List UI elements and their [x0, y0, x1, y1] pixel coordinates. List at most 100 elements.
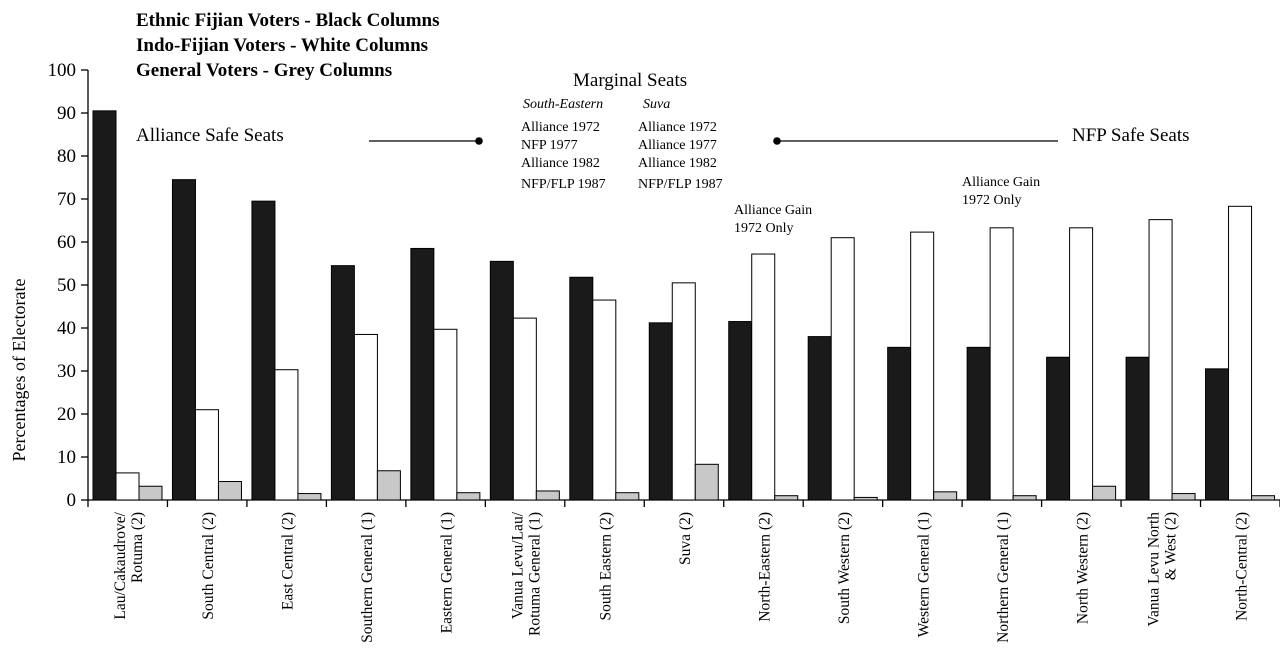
annotation-suva-line-3: Alliance 1982 [638, 156, 717, 171]
annotation-marginal: Marginal Seats [573, 70, 687, 91]
bar-ethnic-fijian [489, 260, 514, 501]
bar-indo-fijian [353, 333, 378, 501]
bar-indo-fijian [512, 317, 537, 501]
legend-entry-general: General Voters - Grey Columns [136, 60, 392, 81]
bar-indo-fijian [830, 237, 855, 501]
alliance-safe-pointer-dot [475, 137, 483, 145]
bar-indo-fijian [751, 253, 776, 501]
x-tick-label: Southern General (1) [359, 512, 376, 643]
bars [92, 110, 1276, 501]
bar-indo-fijian [1228, 205, 1253, 501]
bar-indo-fijian [1069, 227, 1094, 501]
bar-ethnic-fijian [251, 200, 276, 501]
annotation-nfp-safe: NFP Safe Seats [1072, 125, 1190, 146]
x-tick-label: South Central (2) [200, 512, 217, 620]
y-tick-label: 0 [67, 490, 77, 511]
y-tick-label: 60 [57, 232, 76, 253]
x-tick-label: East Central (2) [280, 512, 297, 610]
annotation-south-eastern-line-4: NFP/FLP 1987 [521, 177, 606, 192]
y-tick-label: 100 [48, 60, 77, 81]
bar-ethnic-fijian [1205, 368, 1230, 501]
x-tick-label: Western General (1) [915, 512, 932, 637]
bar-general [1171, 493, 1196, 501]
x-tick-labels: Lau/Cakaudrove/Rotuma (2) South Central (… [112, 511, 1250, 643]
bar-ethnic-fijian [330, 265, 355, 501]
bar-ethnic-fijian [171, 179, 196, 501]
bar-general [853, 496, 878, 501]
x-tick-label: Vanua Levu/Lau/ [510, 511, 527, 619]
y-tick-label: 10 [57, 447, 76, 468]
x-tick-label: South Western (2) [836, 512, 853, 624]
annotation-alliance-gain-north-eastern-line-1: Alliance Gain [734, 203, 812, 218]
bar-ethnic-fijian [410, 247, 435, 501]
annotation-alliance-gain-north-eastern-line-2: 1972 Only [734, 221, 794, 236]
bar-ethnic-fijian [966, 346, 991, 501]
x-tick-label: Rotuma (2) [129, 512, 146, 583]
bar-general [1012, 495, 1037, 501]
bar-ethnic-fijian [728, 321, 753, 501]
annotation-alliance-gain-northern-general-line-2: 1972 Only [962, 193, 1022, 208]
bar-ethnic-fijian [1125, 356, 1150, 501]
legend-entry-indo-fijian: Indo-Fijian Voters - White Columns [136, 35, 428, 56]
y-tick-label: 20 [57, 404, 76, 425]
annotation-south-eastern-line-1: Alliance 1972 [521, 120, 600, 135]
x-tick-label: North Western (2) [1074, 512, 1091, 624]
bar-general [694, 463, 719, 501]
bar-ethnic-fijian [807, 336, 832, 501]
y-tick-label: 90 [57, 103, 76, 124]
annotation-suva-line-1: Alliance 1972 [638, 120, 717, 135]
annotation-south-eastern-head: South-Eastern [523, 97, 603, 112]
y-tick-label: 30 [57, 361, 76, 382]
bar-ethnic-fijian [569, 276, 594, 501]
x-tick-label: Eastern General (1) [439, 512, 456, 633]
bar-indo-fijian [274, 369, 299, 501]
bar-general [535, 490, 560, 501]
y-tick-label: 80 [57, 146, 76, 167]
bar-indo-fijian [592, 299, 617, 501]
bar-indo-fijian [989, 227, 1014, 501]
bar-general [1092, 485, 1117, 501]
x-tick-label: North-Eastern (2) [756, 512, 773, 622]
y-tick-label: 70 [57, 189, 76, 210]
bar-general [774, 495, 799, 501]
legend: Ethnic Fijian Voters - Black Columns Ind… [136, 10, 440, 81]
x-tick-label: South Eastern (2) [598, 512, 615, 620]
bar-general [615, 492, 640, 501]
bar-indo-fijian [115, 472, 140, 501]
annotation-alliance-safe: Alliance Safe Seats [136, 125, 284, 146]
bar-indo-fijian [910, 231, 935, 501]
bar-general [297, 493, 322, 501]
bar-general [1251, 495, 1276, 501]
y-axis-label: Percentages of Electorate [9, 279, 29, 462]
x-tick-label: Vanua Levu North [1145, 512, 1162, 627]
x-tick-label: Northern General (1) [995, 512, 1012, 643]
bar-ethnic-fijian [887, 346, 912, 501]
bar-general [456, 492, 481, 501]
bar-indo-fijian [1148, 219, 1173, 501]
x-tick-label: Lau/Cakaudrove/ [112, 511, 129, 619]
x-tick-label: Rotuma General (1) [527, 512, 544, 636]
bar-ethnic-fijian [92, 110, 117, 501]
annotation-suva-line-4: NFP/FLP 1987 [638, 177, 723, 192]
annotation-suva-line-2: Alliance 1977 [638, 138, 717, 153]
annotations: Alliance Safe Seats Marginal Seats South… [136, 70, 1190, 236]
bar-indo-fijian [194, 409, 219, 501]
y-tick-label: 50 [57, 275, 76, 296]
y-tick-label: 40 [57, 318, 76, 339]
annotation-suva-head: Suva [643, 97, 670, 112]
bar-general [138, 485, 163, 501]
bar-general [933, 491, 958, 501]
x-tick-label: Suva (2) [677, 512, 694, 565]
bar-ethnic-fijian [648, 322, 673, 501]
annotation-alliance-gain-northern-general-line-1: Alliance Gain [962, 175, 1040, 190]
bar-ethnic-fijian [1046, 356, 1071, 501]
bar-indo-fijian [671, 282, 696, 501]
annotation-south-eastern-line-3: Alliance 1982 [521, 156, 600, 171]
x-tick-label: & West (2) [1162, 512, 1179, 580]
annotation-south-eastern-line-2: NFP 1977 [521, 138, 578, 153]
legend-entry-ethnic-fijian: Ethnic Fijian Voters - Black Columns [136, 10, 440, 31]
bar-indo-fijian [433, 328, 458, 501]
x-tick-label: North-Central (2) [1233, 512, 1250, 621]
bar-general [217, 481, 242, 501]
